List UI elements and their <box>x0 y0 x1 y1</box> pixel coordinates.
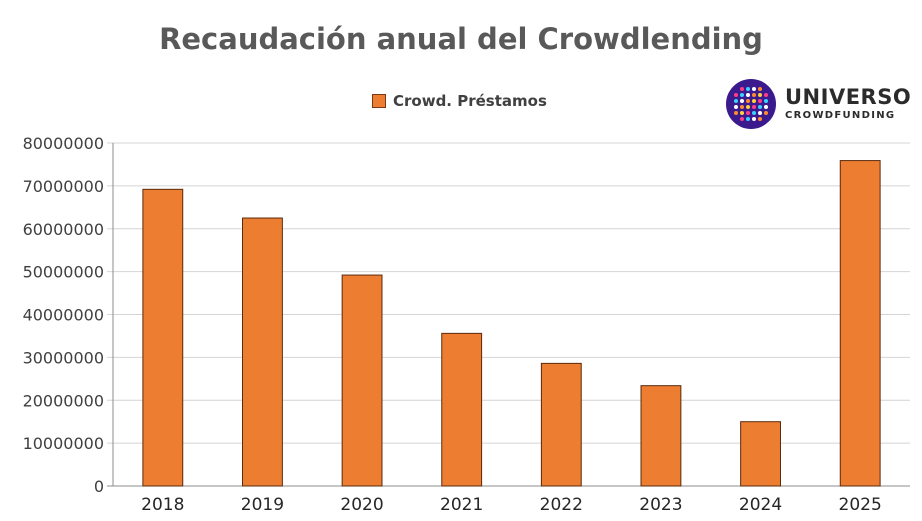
bar-2024 <box>740 421 781 487</box>
bar-2019 <box>242 217 283 487</box>
x-tick-label: 2020 <box>340 495 383 515</box>
x-tick-label: 2023 <box>639 495 682 515</box>
y-tick-label: 10000000 <box>23 434 104 453</box>
legend-label: Crowd. Préstamos <box>393 92 547 110</box>
x-tick-label: 2022 <box>540 495 583 515</box>
bar-2025 <box>839 160 881 487</box>
chart-title: Recaudación anual del Crowdlending <box>159 22 763 56</box>
legend-swatch <box>372 94 386 108</box>
y-tick-label: 40000000 <box>23 306 104 325</box>
y-tick-label: 80000000 <box>23 134 104 153</box>
y-tick-label: 20000000 <box>23 391 104 410</box>
bar-2018 <box>142 188 184 487</box>
logo-tagline: CROWDFUNDING <box>785 110 896 121</box>
y-tick-label: 70000000 <box>23 177 104 196</box>
bar-2020 <box>341 274 383 487</box>
x-tick-label: 2024 <box>739 495 782 515</box>
bar-2022 <box>540 362 582 487</box>
logo-dots-icon <box>726 79 776 129</box>
x-tick-label: 2019 <box>241 495 284 515</box>
bar-2023 <box>640 385 682 487</box>
y-tick-label: 50000000 <box>23 263 104 282</box>
x-tick-label: 2025 <box>839 495 882 515</box>
universo-crowdfunding-logo: UNIVERSO CROWDFUNDING <box>725 78 915 130</box>
y-tick-label: 60000000 <box>23 220 104 239</box>
legend: Crowd. Préstamos <box>372 92 547 110</box>
y-tick-label: 0 <box>94 477 104 496</box>
y-tick-label: 30000000 <box>23 348 104 367</box>
x-tick-label: 2018 <box>141 495 184 515</box>
bar-2021 <box>441 332 483 487</box>
logo-name: UNIVERSO <box>785 85 912 109</box>
x-tick-label: 2021 <box>440 495 483 515</box>
